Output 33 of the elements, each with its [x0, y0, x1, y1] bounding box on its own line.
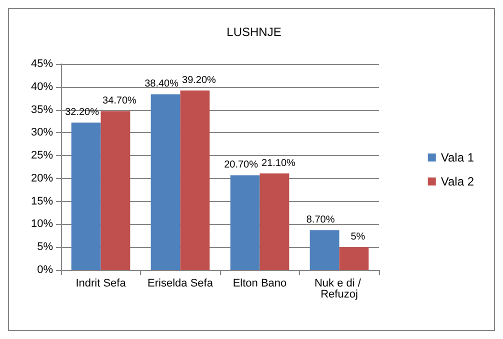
x-tick-label: Nuk e di / Refuzoj	[314, 278, 364, 300]
data-label: 8.70%	[306, 214, 335, 226]
bar	[71, 122, 101, 270]
y-tick-label: 5%	[37, 241, 54, 254]
y-tick-label: 35%	[30, 104, 54, 116]
data-label: 39.20%	[182, 75, 216, 86]
x-tick-label: Elton Bano	[232, 278, 287, 290]
y-tick-label: 30%	[30, 126, 54, 139]
legend-label: Vala 1	[440, 150, 474, 164]
bar	[339, 247, 369, 270]
data-label: 32.20%	[65, 107, 100, 118]
y-tick-label: 0%	[37, 264, 54, 276]
legend-label: Vala 2	[440, 174, 474, 188]
data-label: 20.70%	[224, 160, 258, 171]
bar	[180, 90, 210, 270]
x-tick-label: Indrit Sefa	[76, 278, 127, 290]
x-tick-label: Eriselda Sefa	[148, 278, 214, 290]
bar	[150, 94, 180, 270]
y-tick-label: 45%	[30, 58, 54, 70]
data-label: 21.10%	[261, 158, 296, 169]
y-tick-label: 15%	[30, 195, 54, 208]
chart-title: LUSHNJE	[226, 25, 282, 39]
data-label: 38.40%	[144, 78, 179, 90]
data-label: 34.70%	[102, 96, 137, 107]
y-tick-label: 40%	[30, 80, 54, 93]
y-tick-label: 25%	[30, 150, 54, 162]
bar	[230, 175, 260, 270]
y-tick-label: 20%	[30, 172, 54, 184]
data-label: 5%	[350, 232, 366, 243]
y-tick-label: 10%	[30, 218, 54, 230]
bar	[260, 173, 290, 270]
bar	[100, 111, 130, 270]
bar	[310, 230, 340, 270]
